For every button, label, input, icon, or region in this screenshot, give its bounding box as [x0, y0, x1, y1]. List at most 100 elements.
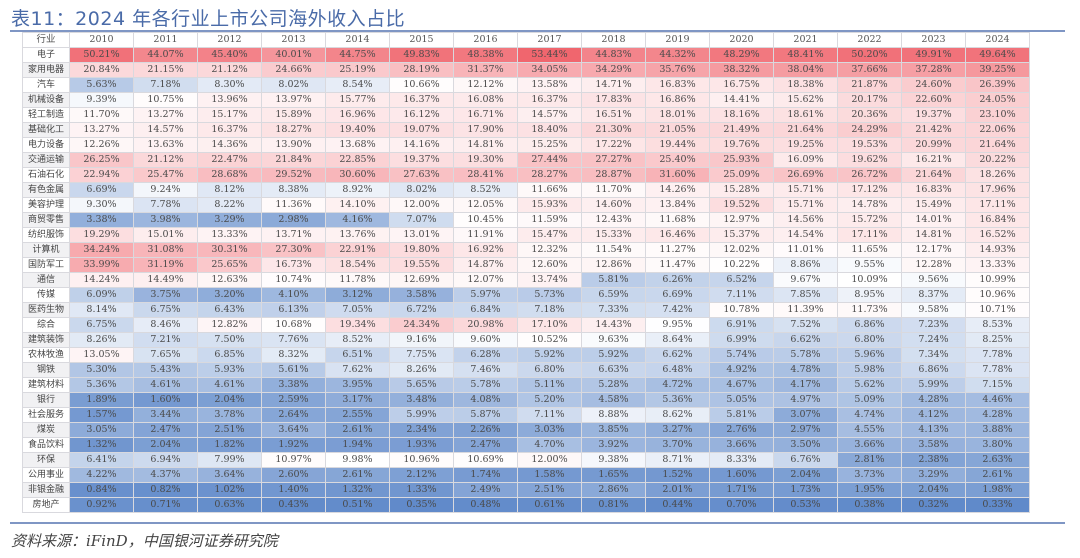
heatmap-cell: 16.83% [901, 182, 966, 198]
row-label: 通信 [22, 272, 70, 288]
heatmap-cell: 16.37% [517, 92, 582, 108]
heatmap-cell: 14.60% [581, 197, 646, 213]
source-note: 资料来源：iFinD，中国银河证券研究院 [11, 532, 278, 550]
heatmap-cell: 27.63% [389, 167, 454, 183]
heatmap-cell: 10.96% [389, 452, 454, 468]
heatmap-cell: 4.74% [837, 407, 902, 423]
heatmap-cell: 4.16% [325, 212, 390, 228]
heatmap-cell: 21.15% [133, 62, 198, 78]
heatmap-cell: 16.52% [965, 227, 1030, 243]
heatmap-cell: 2.51% [197, 422, 262, 438]
heatmap-cell: 8.33% [709, 452, 774, 468]
heatmap-cell: 8.30% [197, 77, 262, 93]
heatmap-cell: 10.45% [453, 212, 518, 228]
heatmap-cell: 7.78% [133, 197, 198, 213]
heatmap-cell: 3.27% [645, 422, 710, 438]
heatmap-cell: 14.57% [133, 122, 198, 138]
heatmap-cell: 16.12% [389, 107, 454, 123]
heatmap-cell: 7.23% [901, 317, 966, 333]
heatmap-cell: 9.67% [773, 272, 838, 288]
heatmap-cell: 4.12% [901, 407, 966, 423]
table-row: 轻工制造 11.70% 13.27% 15.17% 15.89% 16.96% 16.12%… [22, 107, 1030, 123]
table-row: 美容护理 9.30% 7.78% 8.22% 11.36% 14.10% 12.00% 12.… [22, 197, 1030, 213]
heatmap-cell: 11.65% [837, 242, 902, 258]
table-row: 有色金属 6.69% 9.24% 8.12% 8.38% 8.92% 8.02% 8.52% 1… [22, 182, 1030, 198]
row-label: 有色金属 [22, 182, 70, 198]
heatmap-cell: 30.60% [325, 167, 390, 183]
heatmap-cell: 4.08% [453, 392, 518, 408]
heatmap-cell: 5.96% [837, 347, 902, 363]
heatmap-cell: 10.22% [709, 257, 774, 273]
heatmap-cell: 28.41% [453, 167, 518, 183]
heatmap-cell: 5.11% [517, 377, 582, 393]
heatmap-cell: 5.78% [453, 377, 518, 393]
heatmap-cell: 17.22% [581, 137, 646, 153]
heatmap-cell: 7.21% [133, 332, 198, 348]
heatmap-cell: 0.70% [709, 497, 774, 513]
heatmap-cell: 14.16% [389, 137, 454, 153]
heatmap-cell: 40.01% [261, 47, 326, 63]
heatmap-cell: 1.98% [965, 482, 1030, 498]
heatmap-cell: 3.07% [773, 407, 838, 423]
heatmap-cell: 6.76% [773, 452, 838, 468]
row-label: 社会服务 [22, 407, 70, 423]
heatmap-cell: 7.75% [389, 347, 454, 363]
heatmap-cell: 14.57% [517, 107, 582, 123]
heatmap-cell: 26.69% [773, 167, 838, 183]
heatmap-cell: 2.98% [261, 212, 326, 228]
heatmap-cell: 4.58% [581, 392, 646, 408]
heatmap-cell: 7.42% [645, 302, 710, 318]
heatmap-cell: 17.90% [453, 122, 518, 138]
heatmap-cell: 3.58% [389, 287, 454, 303]
heatmap-cell: 7.18% [517, 302, 582, 318]
heatmap-cell: 21.84% [261, 152, 326, 168]
heatmap-cell: 0.61% [517, 497, 582, 513]
heatmap-cell: 19.52% [709, 197, 774, 213]
heatmap-cell: 1.73% [773, 482, 838, 498]
heatmap-cell: 11.73% [837, 302, 902, 318]
table-row: 综合 6.75% 8.46% 12.82% 10.68% 19.34% 24.34% 20.9… [22, 317, 1030, 333]
heatmap-cell: 8.22% [197, 197, 262, 213]
heatmap-cell: 34.29% [581, 62, 646, 78]
heatmap-cell: 5.05% [709, 392, 774, 408]
heatmap-cell: 5.99% [901, 377, 966, 393]
heatmap-cell: 16.75% [709, 77, 774, 93]
heatmap-cell: 6.62% [773, 332, 838, 348]
heatmap-cell: 21.42% [901, 122, 966, 138]
heatmap-cell: 4.37% [133, 467, 198, 483]
heatmap-cell: 3.03% [517, 422, 582, 438]
heatmap-cell: 0.44% [645, 497, 710, 513]
row-label: 医药生物 [22, 302, 70, 318]
heatmap-cell: 20.36% [837, 107, 902, 123]
heatmap-cell: 48.38% [453, 47, 518, 63]
heatmap-cell: 3.70% [645, 437, 710, 453]
heatmap-cell: 4.10% [261, 287, 326, 303]
heatmap-cell: 6.26% [645, 272, 710, 288]
heatmap-cell: 5.61% [261, 362, 326, 378]
heatmap-cell: 2.04% [197, 392, 262, 408]
heatmap-cell: 1.60% [133, 392, 198, 408]
heatmap-cell: 27.44% [517, 152, 582, 168]
heatmap-cell: 49.83% [389, 47, 454, 63]
heatmap-cell: 12.17% [901, 242, 966, 258]
heatmap-cell: 34.24% [69, 242, 134, 258]
table-row: 社会服务 1.57% 3.44% 3.78% 2.64% 2.55% 5.99% 5.87% 7… [22, 407, 1030, 423]
heatmap-cell: 8.52% [325, 332, 390, 348]
heatmap-cell: 39.25% [965, 62, 1030, 78]
heatmap-cell: 5.63% [69, 77, 134, 93]
heatmap-cell: 0.92% [69, 497, 134, 513]
heatmap-cell: 7.15% [965, 377, 1030, 393]
heatmap-cell: 28.87% [581, 167, 646, 183]
heatmap-cell: 8.32% [261, 347, 326, 363]
table-row: 计算机 34.24% 31.08% 30.31% 27.30% 22.91% 19.80% 1… [22, 242, 1030, 258]
table-row: 汽车 5.63% 7.18% 8.30% 8.02% 8.54% 10.66% 12.12% 1… [22, 77, 1030, 93]
table-row: 电子 50.21% 44.07% 45.40% 40.01% 44.75% 49.83% 48… [22, 47, 1030, 63]
heatmap-cell: 5.78% [773, 347, 838, 363]
heatmap-cell: 3.38% [261, 377, 326, 393]
heatmap-cell: 11.70% [581, 182, 646, 198]
heatmap-cell: 21.05% [645, 122, 710, 138]
heatmap-cell: 48.29% [709, 47, 774, 63]
heatmap-cell: 8.86% [773, 257, 838, 273]
heatmap-cell: 10.74% [261, 272, 326, 288]
heatmap-cell: 19.53% [837, 137, 902, 153]
